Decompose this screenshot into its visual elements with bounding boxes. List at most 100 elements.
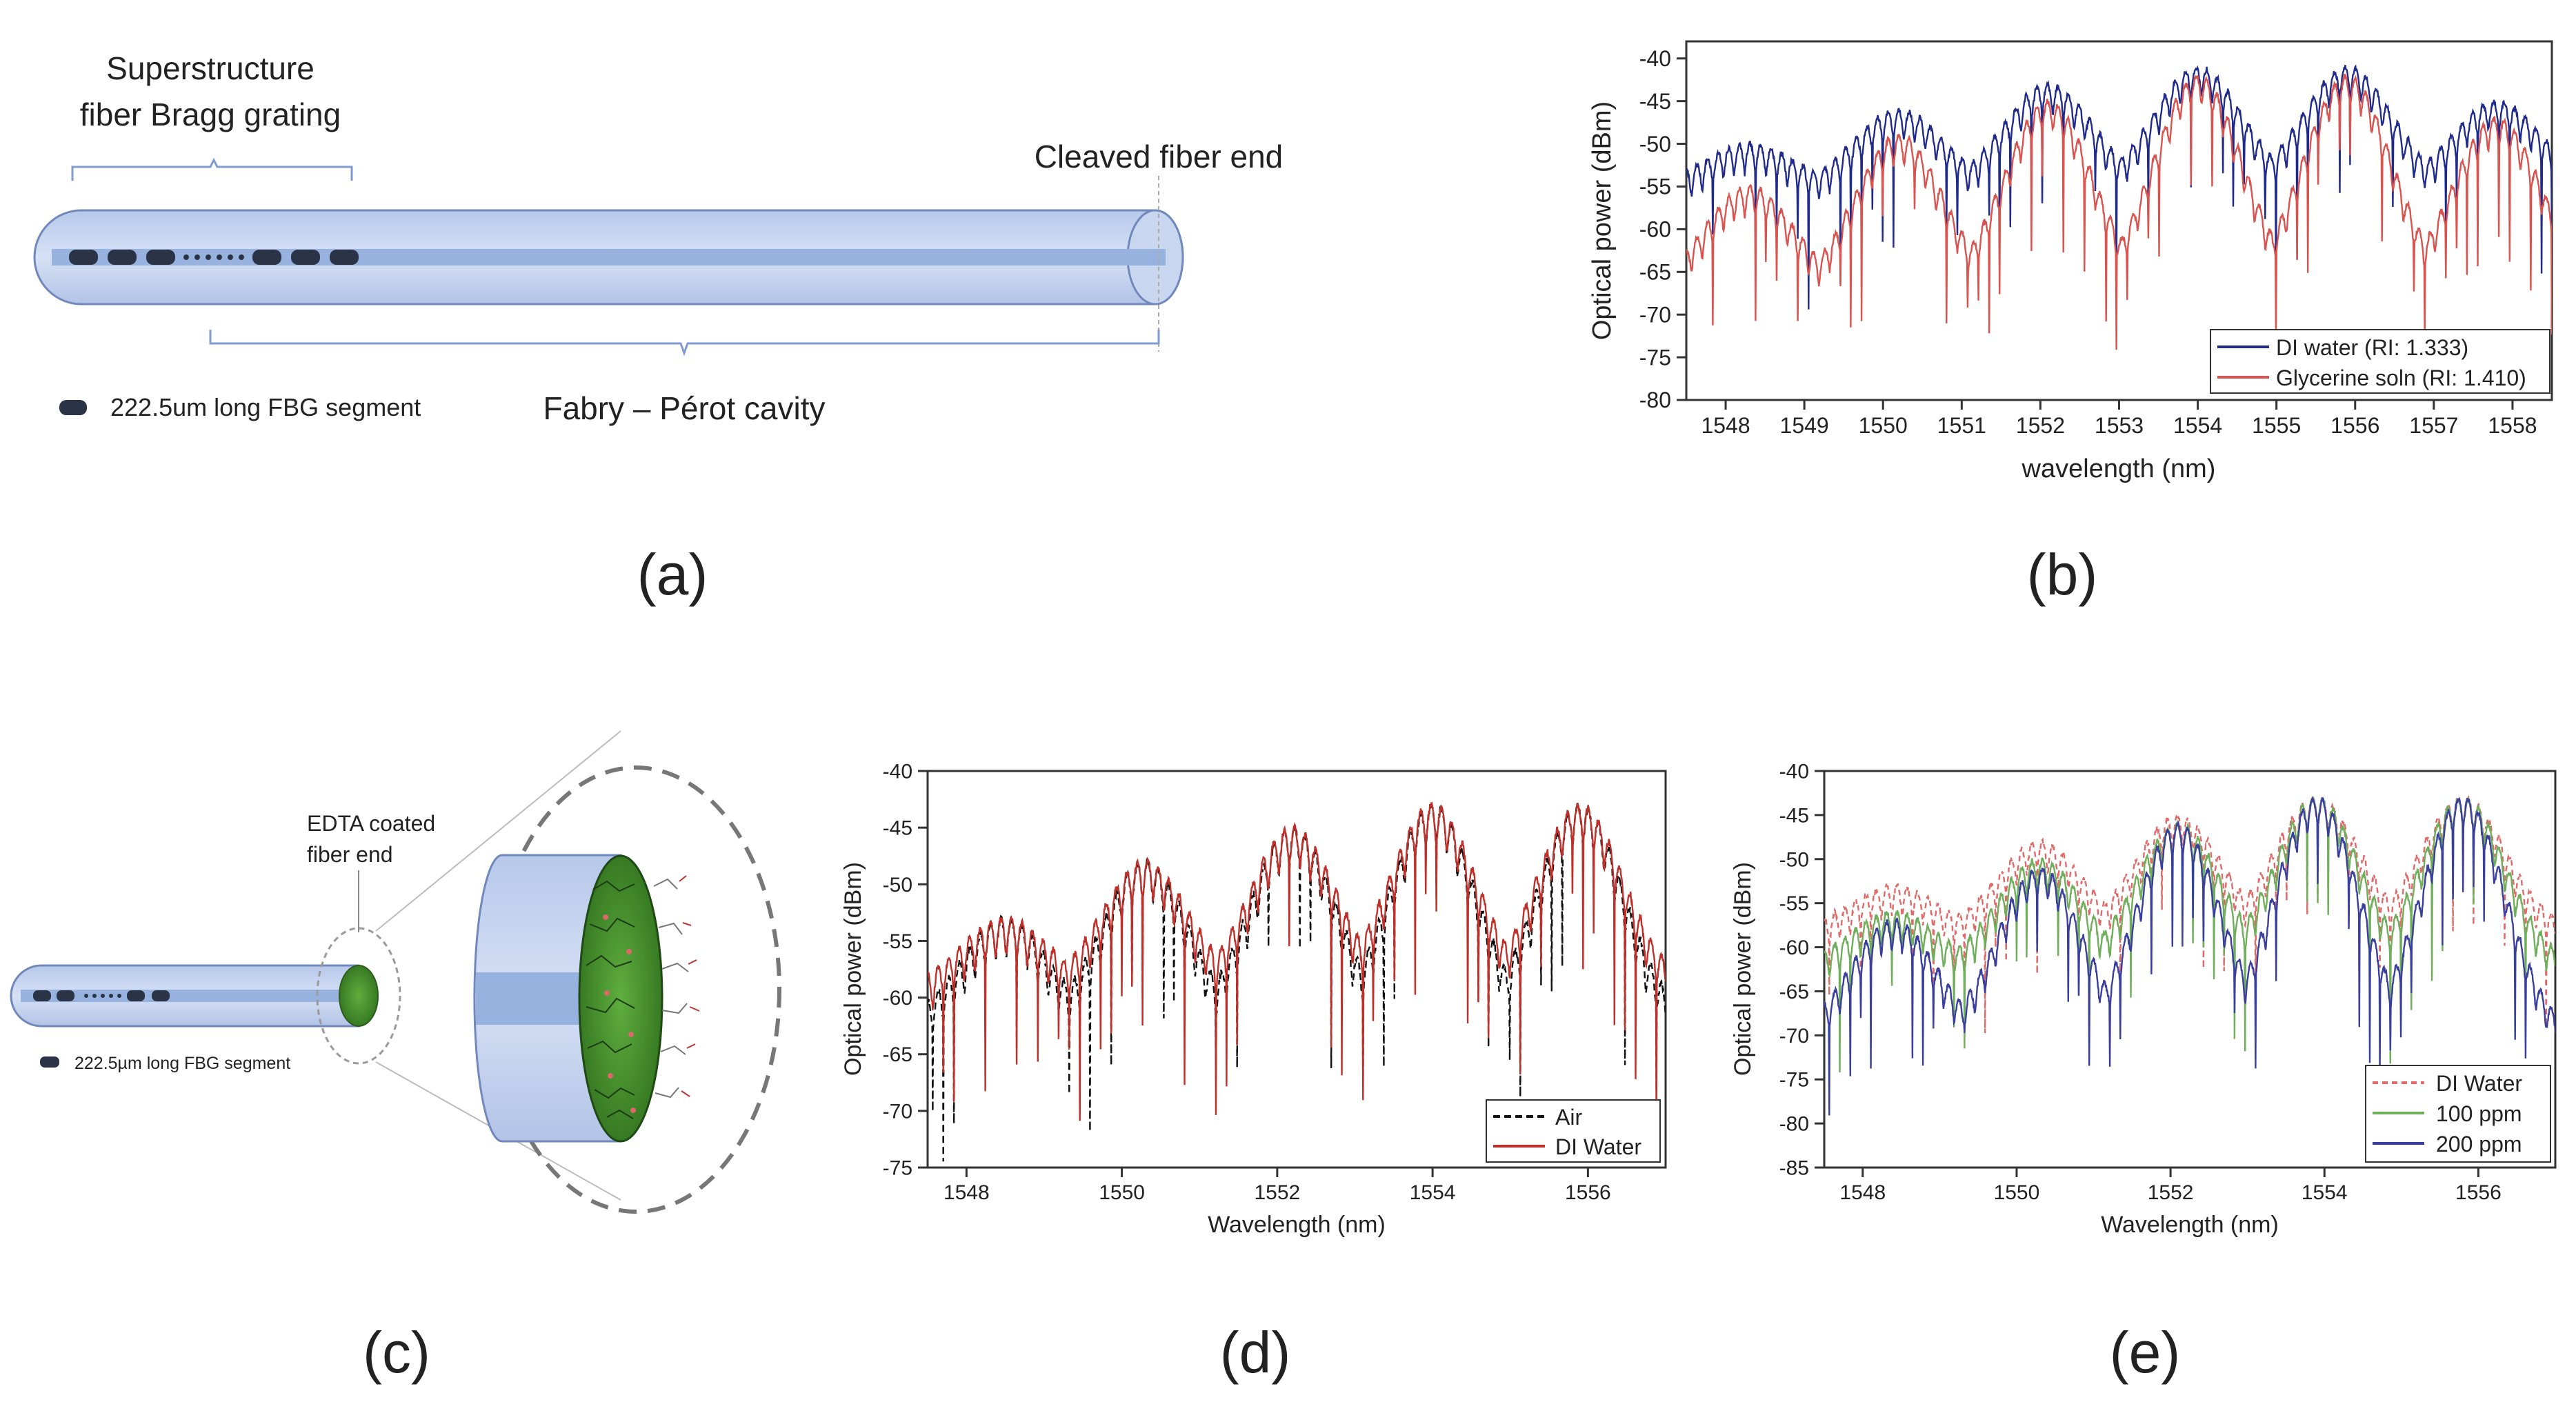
y-tick-label: -70 [883,1100,912,1123]
chart-b-xlabel: wavelength (nm) [2021,454,2216,483]
grating-label-line1: Superstructure [106,50,314,86]
x-tick-label: 1552 [2148,1181,2194,1204]
series-line-1 [1824,794,2555,1034]
edta-label-line1: EDTA coated [307,811,435,836]
chart-d-legend-label-1: Air [1555,1105,1582,1130]
y-tick-label: -65 [1779,981,1809,1003]
grating-brace [71,157,353,181]
chart-e: -40-45-50-55-60-65-70-75-80-85 1548 1550 1… [1730,761,2557,1238]
chart-b-legend-box [2210,329,2550,394]
y-tick-label: -50 [1779,848,1809,871]
fbg-segment [291,250,320,265]
panel-label-c: (c) [363,1320,430,1385]
y-tick-label: -55 [1779,892,1809,915]
diagram-c: EDTA coated fiber end 222.5µm long FBG s… [10,730,781,1214]
y-tick-label: -85 [1779,1157,1809,1180]
y-tick-label: -40 [883,761,912,783]
grating-label-line2: fiber Bragg grating [80,97,341,132]
fbg-segment [146,250,175,265]
chart-d-frame [926,770,1667,1169]
x-tick-label: 1555 [2252,413,2301,438]
chart-e-legend-label-1: DI Water [2436,1071,2522,1096]
series-line-2 [1686,73,2552,350]
panel-label-b: (b) [2027,542,2098,607]
y-tick-label: -60 [1779,937,1809,959]
chart-e-plot-area [1824,794,2555,1116]
chart-d-y-ticks: -40 -45 -50 -55 -60 -65 -70 -75 [883,761,928,1180]
x-tick-label: 1552 [2016,413,2065,438]
chart-e-ylabel: Optical power (dBm) [1730,862,1756,1076]
panel-label-e: (e) [2110,1320,2181,1385]
chart-b-plot-area [1686,64,2552,350]
edta-label-line2: fiber end [307,842,393,867]
chart-d-x-ticks: 1548 1550 1552 1554 1556 [943,1168,1611,1204]
chart-e-legend-label-2: 100 ppm [2436,1101,2522,1126]
panel-label-a: (a) [637,542,708,607]
zoom-circle-small [316,927,401,1065]
chart-d: -40 -45 -50 -55 -60 -65 -70 -75 1548 1550 1552 155… [840,761,1667,1238]
y-tick-label: -45 [1639,89,1671,114]
chart-b-legend-label-2: Glycerine soln (RI: 1.410) [2276,365,2526,390]
y-tick-label: -55 [1639,174,1671,199]
chart-d-legend: Air DI Water [1486,1099,1661,1163]
y-tick-label: -70 [1779,1025,1809,1048]
fiber-c-core [21,990,359,1002]
chart-d-legend-box [1486,1099,1661,1163]
chart-d-legend-label-2: DI Water [1555,1134,1641,1159]
x-tick-label: 1554 [2173,413,2222,438]
x-tick-label: 1556 [2455,1181,2502,1204]
chart-d-xlabel: Wavelength (nm) [1208,1212,1386,1238]
cavity-brace [209,330,1160,357]
fbg-ellipsis-dots [183,254,244,260]
chart-e-xlabel: Wavelength (nm) [2101,1212,2279,1238]
fbg-c-legend-icon [40,1056,59,1068]
y-tick-label: -75 [1779,1069,1809,1092]
x-tick-label: 1551 [1937,413,1986,438]
y-tick-label: -80 [1639,388,1671,412]
y-tick-label: -75 [883,1157,912,1180]
x-tick-label: 1554 [1410,1181,1456,1204]
chart-b-legend: DI water (RI: 1.333) Glycerine soln (RI:… [2210,329,2550,394]
y-tick-label: -60 [1639,217,1671,242]
y-tick-label: -50 [1639,132,1671,157]
y-tick-label: -75 [1639,345,1671,370]
y-tick-label: -65 [883,1043,912,1066]
x-tick-label: 1548 [1701,413,1750,438]
y-tick-label: -40 [1779,761,1809,783]
fbg-segment [69,250,98,265]
x-tick-label: 1550 [1099,1181,1145,1204]
chart-b-y-ticks: -40 -45 -50 -55 -60 -65 -70 -75 -80 [1639,46,1686,412]
chart-d-plot-area [928,801,1666,1162]
y-tick-label: -60 [883,987,912,1010]
x-tick-label: 1554 [2302,1181,2348,1204]
edta-dots [603,914,636,1113]
edta-coating-large [578,854,663,1143]
x-tick-label: 1556 [2330,413,2379,438]
edta-coating-small [339,965,379,1027]
chart-e-legend-label-3: 200 ppm [2436,1132,2522,1156]
y-tick-label: -45 [883,817,912,840]
chart-b: -40 -45 -50 -55 -60 -65 -70 -75 -80 1548 1549 1550… [1588,40,2553,483]
x-tick-label: 1553 [2095,413,2144,438]
x-tick-label: 1550 [1994,1181,2040,1204]
series-line-2 [1824,796,2555,1073]
y-tick-label: -45 [1779,804,1809,827]
fbg-c-legend-text: 222.5µm long FBG segment [74,1054,290,1073]
y-tick-label: -55 [883,930,912,953]
fbg-segment [252,250,281,265]
fbg-legend-icon [59,400,87,415]
series-line-3 [1824,797,2555,1116]
x-tick-label: 1548 [943,1181,990,1204]
diagram-a: Superstructure fiber Bragg grating Cleav… [33,50,1283,426]
fbg-segment [108,250,137,265]
x-tick-label: 1552 [1254,1181,1300,1204]
x-tick-label: 1557 [2409,413,2458,438]
chart-e-frame [1823,770,2557,1169]
y-tick-label: -80 [1779,1113,1809,1136]
edta-molecule-network [586,875,700,1119]
fbg-c-segments [33,990,170,1001]
fbg-segments [69,250,359,265]
chart-e-x-ticks: 1548 1550 1552 1554 1556 [1839,1168,2502,1204]
chart-b-x-ticks: 1548 1549 1550 1551 1552 1553 1554 1555 1556 1557… [1701,400,2537,438]
